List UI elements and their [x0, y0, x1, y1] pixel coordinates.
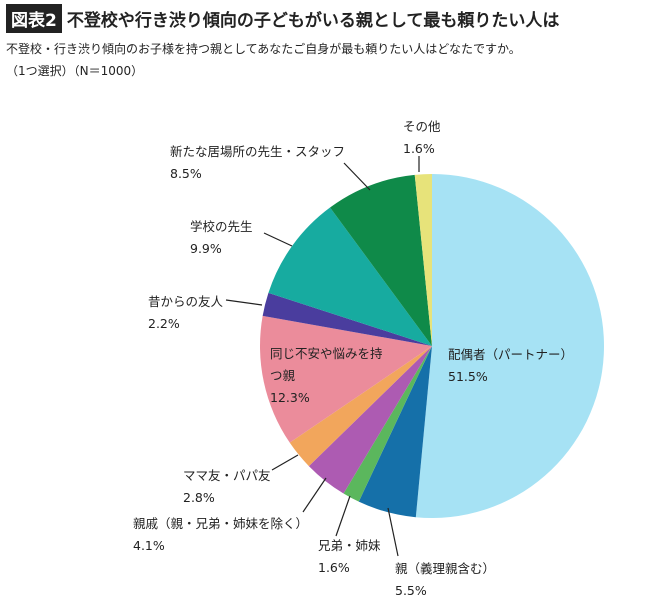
category-label: 同じ不安や悩みを持つ親 [270, 346, 383, 383]
pie-slice [262, 292, 432, 346]
pie-slice [343, 346, 432, 502]
category-label: 親戚（親・兄弟・姉妹を除く） [133, 516, 309, 531]
leader-line [343, 162, 371, 191]
category-label: 配偶者（パートナー） [448, 347, 574, 362]
pie-slice [330, 174, 432, 346]
figure-label: 図表2 [6, 4, 62, 33]
slice-label: ママ友・パパ友 2.8% [183, 465, 323, 509]
pie-slice [358, 346, 432, 518]
pie-slice [260, 315, 432, 443]
value-label: 2.2% [148, 316, 180, 331]
slice-label: 新たな居場所の先生・スタッフ 8.5% [170, 141, 370, 185]
leader-line [335, 495, 351, 537]
value-label: 51.5% [448, 369, 488, 384]
leader-line [263, 232, 293, 247]
category-label: 親（義理親含む） [395, 561, 496, 576]
value-label: 2.8% [183, 490, 215, 505]
slice-label: 配偶者（パートナー） 51.5% [448, 344, 608, 388]
leader-line [225, 299, 263, 306]
slice-label: 学校の先生 9.9% [190, 216, 310, 260]
pie-slice [289, 346, 432, 467]
value-label: 4.1% [133, 538, 165, 553]
category-label: ママ友・パパ友 [183, 468, 271, 483]
slice-label: 親（義理親含む） 5.5% [395, 558, 535, 602]
slice-label: 同じ不安や悩みを持つ親 12.3% [270, 343, 390, 409]
category-label: 昔からの友人 [148, 294, 224, 309]
leader-line [302, 477, 327, 513]
leader-line [271, 454, 299, 471]
slice-label: 親戚（親・兄弟・姉妹を除く） 4.1% [133, 513, 333, 557]
value-label: 8.5% [170, 166, 202, 181]
pie-slice [308, 346, 432, 494]
value-label: 1.6% [318, 560, 350, 575]
pie-slice [414, 174, 432, 346]
header: 図表2 不登校や行き渋り傾向の子どもがいる親として最も頼りたい人は [6, 4, 559, 33]
pie-slice [268, 207, 432, 346]
value-label: 9.9% [190, 241, 222, 256]
category-label: 兄弟・姉妹 [318, 538, 381, 553]
chart-title: 不登校や行き渋り傾向の子どもがいる親として最も頼りたい人は [66, 11, 560, 31]
subtitle: 不登校・行き渋り傾向のお子様を持つ親としてあなたご自身が最も頼りたい人はどなたで… [6, 42, 521, 56]
slice-label: その他 1.6% [403, 116, 463, 160]
category-label: 学校の先生 [190, 219, 253, 234]
category-label: その他 [403, 119, 441, 134]
value-label: 1.6% [403, 141, 435, 156]
value-label: 12.3% [270, 390, 310, 405]
note: （1つ選択）（N＝1000） [6, 64, 144, 78]
category-label: 新たな居場所の先生・スタッフ [170, 144, 346, 159]
pie-slice [415, 174, 605, 518]
leader-line [387, 507, 399, 557]
slice-label: 兄弟・姉妹 1.6% [318, 535, 418, 579]
slice-label: 昔からの友人 2.2% [148, 291, 268, 335]
value-label: 5.5% [395, 583, 427, 598]
